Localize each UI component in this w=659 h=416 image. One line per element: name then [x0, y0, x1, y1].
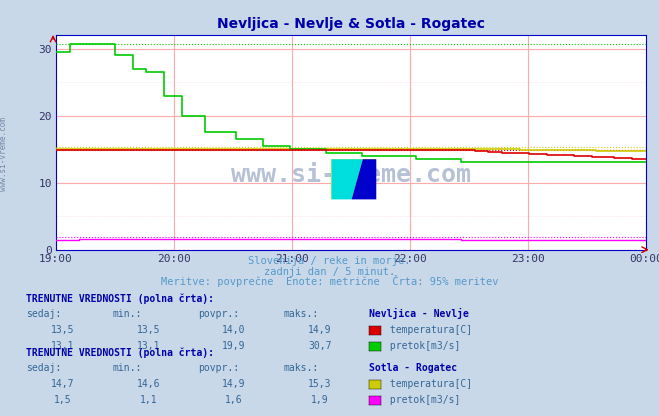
- Text: Slovenija / reke in morje.: Slovenija / reke in morje.: [248, 256, 411, 266]
- Text: 14,9: 14,9: [308, 325, 331, 335]
- Text: Sotla - Rogatec: Sotla - Rogatec: [369, 364, 457, 374]
- Text: 14,0: 14,0: [222, 325, 246, 335]
- Polygon shape: [352, 159, 376, 199]
- Bar: [331, 159, 376, 199]
- Text: temperatura[C]: temperatura[C]: [384, 379, 472, 389]
- Text: povpr.:: povpr.:: [198, 364, 239, 374]
- Text: pretok[m3/s]: pretok[m3/s]: [384, 395, 460, 405]
- Text: zadnji dan / 5 minut.: zadnji dan / 5 minut.: [264, 267, 395, 277]
- Text: 13,5: 13,5: [51, 325, 74, 335]
- Text: pretok[m3/s]: pretok[m3/s]: [384, 341, 460, 351]
- Text: maks.:: maks.:: [283, 310, 318, 319]
- Text: 13,1: 13,1: [136, 341, 160, 351]
- Text: sedaj:: sedaj:: [26, 364, 61, 374]
- Text: 19,9: 19,9: [222, 341, 246, 351]
- Text: TRENUTNE VREDNOSTI (polna črta):: TRENUTNE VREDNOSTI (polna črta):: [26, 347, 214, 358]
- Text: maks.:: maks.:: [283, 364, 318, 374]
- Title: Nevljica - Nevlje & Sotla - Rogatec: Nevljica - Nevlje & Sotla - Rogatec: [217, 17, 485, 32]
- Text: 1,9: 1,9: [311, 395, 328, 405]
- Text: 13,5: 13,5: [136, 325, 160, 335]
- Text: 1,1: 1,1: [140, 395, 157, 405]
- Text: 13,1: 13,1: [51, 341, 74, 351]
- Text: temperatura[C]: temperatura[C]: [384, 325, 472, 335]
- Text: Nevljica - Nevlje: Nevljica - Nevlje: [369, 308, 469, 319]
- Text: www.si-vreme.com: www.si-vreme.com: [231, 163, 471, 187]
- Text: povpr.:: povpr.:: [198, 310, 239, 319]
- Text: 1,6: 1,6: [225, 395, 243, 405]
- Text: 30,7: 30,7: [308, 341, 331, 351]
- Text: 14,7: 14,7: [51, 379, 74, 389]
- Text: 14,9: 14,9: [222, 379, 246, 389]
- Text: TRENUTNE VREDNOSTI (polna črta):: TRENUTNE VREDNOSTI (polna črta):: [26, 293, 214, 304]
- Polygon shape: [331, 159, 363, 199]
- Text: sedaj:: sedaj:: [26, 310, 61, 319]
- Text: 14,6: 14,6: [136, 379, 160, 389]
- Text: Meritve: povprečne  Enote: metrične  Črta: 95% meritev: Meritve: povprečne Enote: metrične Črta:…: [161, 275, 498, 287]
- Text: www.si-vreme.com: www.si-vreme.com: [0, 117, 8, 191]
- Text: 1,5: 1,5: [54, 395, 71, 405]
- Text: 15,3: 15,3: [308, 379, 331, 389]
- Text: min.:: min.:: [112, 364, 142, 374]
- Text: min.:: min.:: [112, 310, 142, 319]
